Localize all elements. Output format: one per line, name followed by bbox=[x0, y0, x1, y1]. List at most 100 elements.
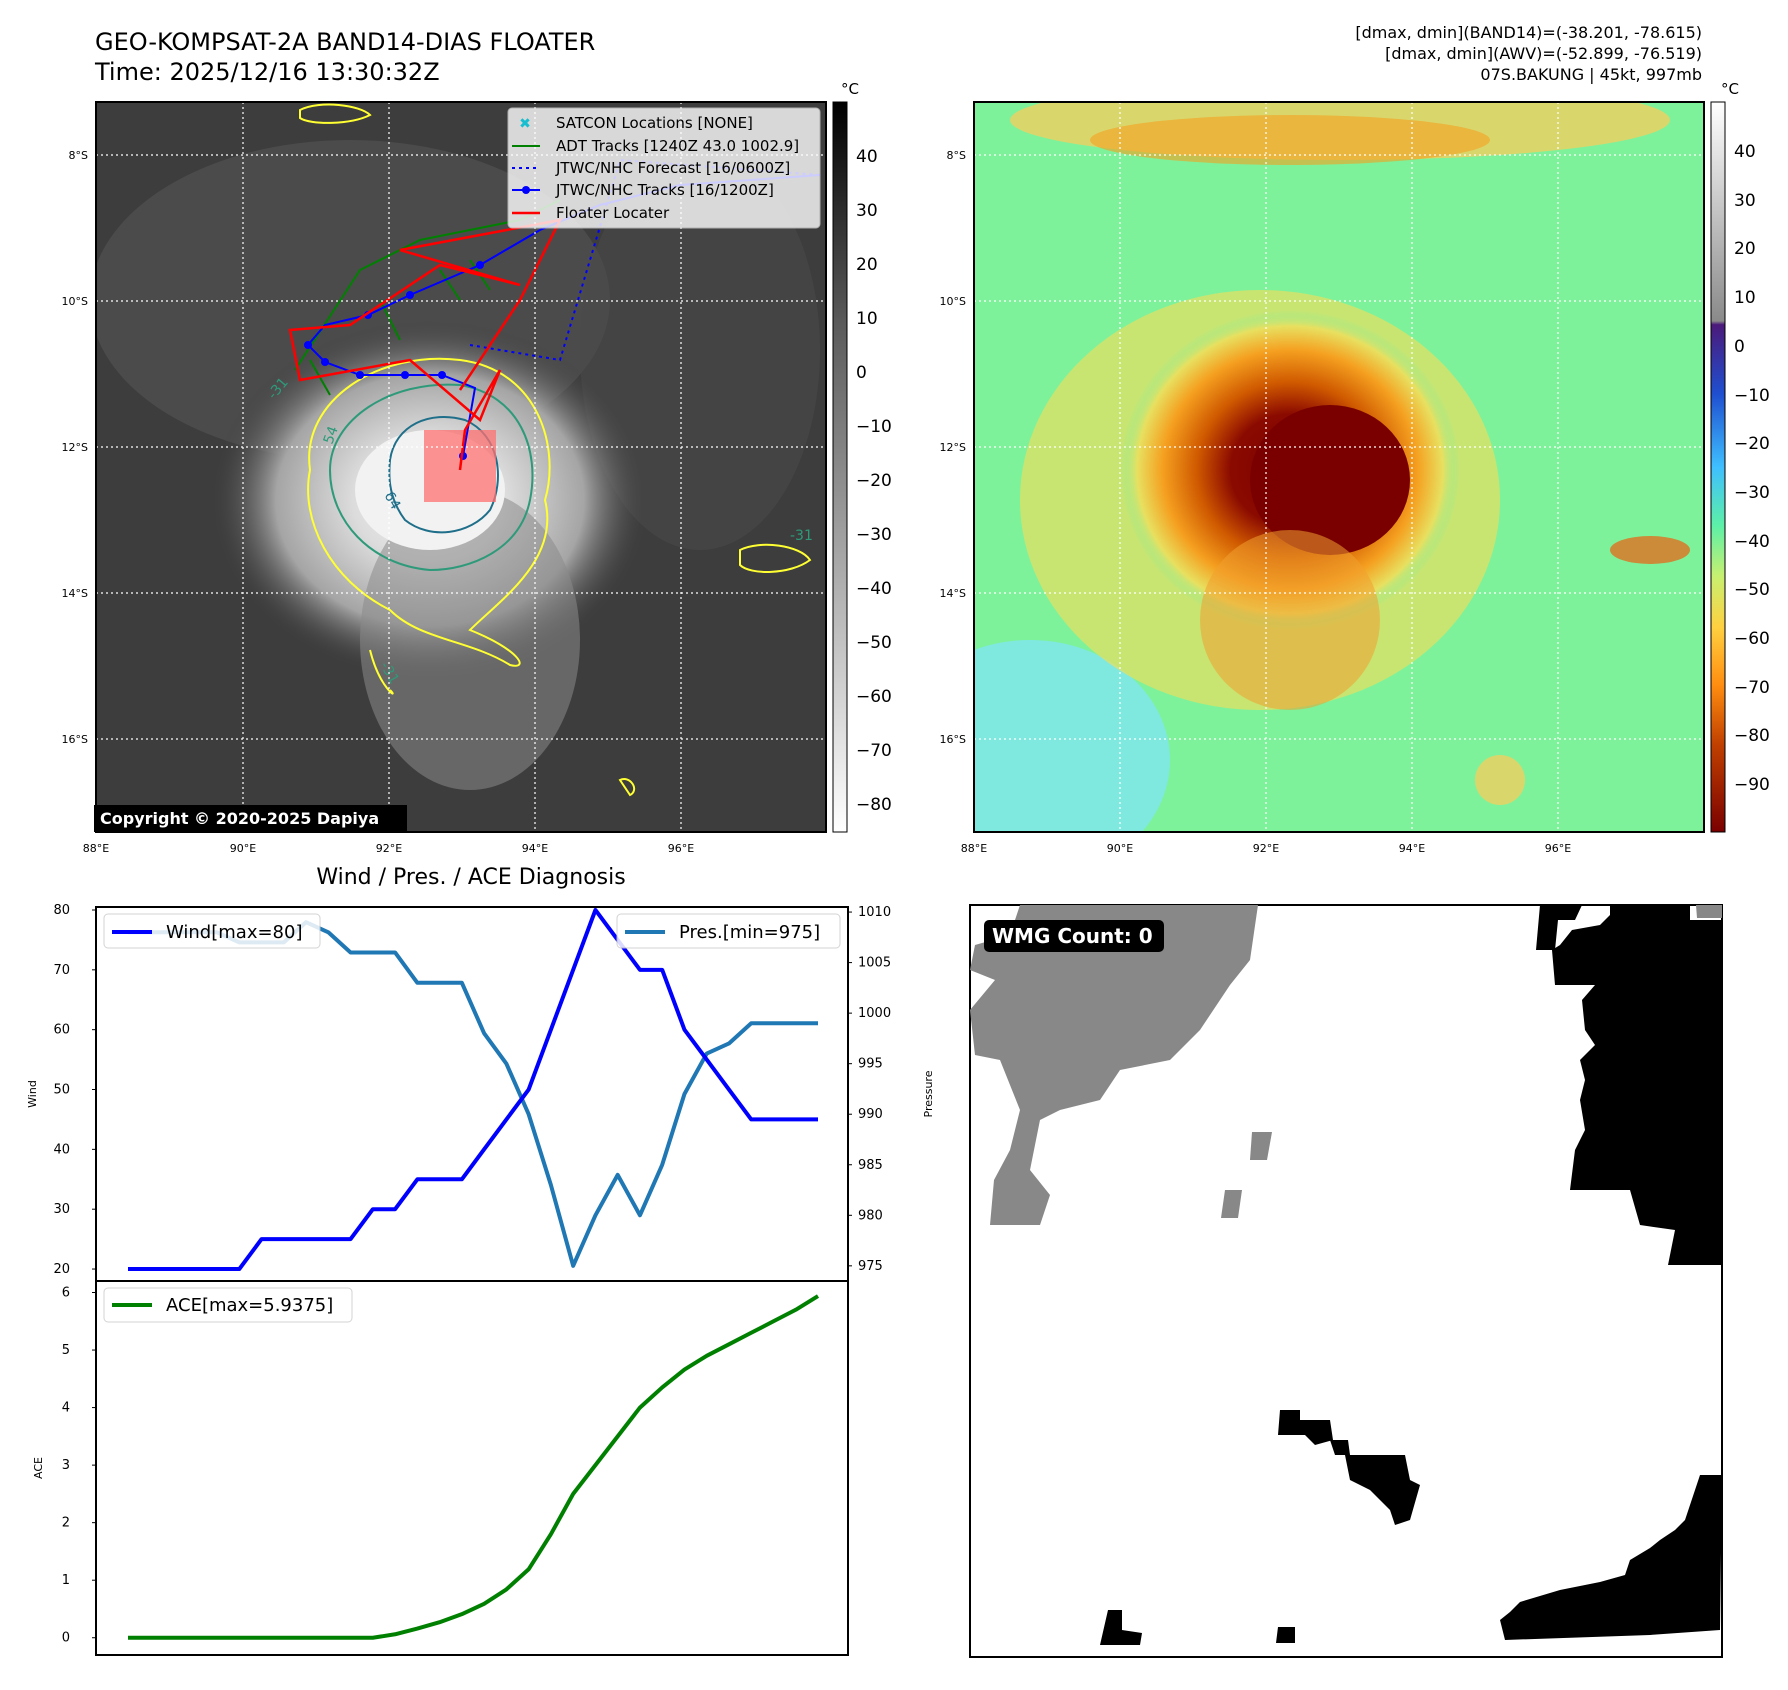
ir-cbar-tick: 0 bbox=[856, 363, 867, 383]
wind-tick-label: 80 bbox=[53, 903, 70, 918]
legend-adt: ADT Tracks [1240Z 43.0 1002.9] bbox=[556, 137, 799, 155]
pressure-tick-label: 990 bbox=[858, 1107, 883, 1122]
ace-legend-label: ACE[max=5.9375] bbox=[166, 1295, 333, 1316]
pressure-ylabel: Pressure bbox=[922, 1070, 935, 1117]
ir-cbar-tick: 40 bbox=[856, 147, 878, 167]
ace-tick-label: 4 bbox=[62, 1401, 70, 1416]
ir-cbar-tick: −70 bbox=[856, 741, 892, 761]
awv-lon-label: 96°E bbox=[1545, 842, 1571, 855]
ir-lat-label: 8°S bbox=[69, 149, 88, 162]
awv-cbar-tick: −40 bbox=[1734, 532, 1770, 552]
awv-cbar-tick: 40 bbox=[1734, 142, 1756, 162]
wmg-count-box bbox=[984, 920, 1164, 952]
figure-time: Time: 2025/12/16 13:30:32Z bbox=[94, 58, 440, 86]
ir-lon-label: 92°E bbox=[376, 842, 402, 855]
legend-jtwc-tracks: JTWC/NHC Tracks [16/1200Z] bbox=[555, 181, 774, 199]
awv-cbar-tick: −30 bbox=[1734, 483, 1770, 503]
ir-cbar-tick: 10 bbox=[856, 309, 878, 329]
awv-cbar-tick: −20 bbox=[1734, 434, 1770, 454]
ir-lon-label: 90°E bbox=[230, 842, 256, 855]
awv-cbar-tick: −60 bbox=[1734, 629, 1770, 649]
ace-ylabel: ACE bbox=[32, 1457, 45, 1479]
pressure-legend-label: Pres.[min=975] bbox=[679, 922, 820, 943]
awv-lat-label: 8°S bbox=[947, 149, 966, 162]
ace-tick-label: 1 bbox=[62, 1573, 70, 1588]
ace-line bbox=[128, 1294, 820, 1640]
awv-lat-label: 14°S bbox=[940, 587, 966, 600]
awv-cbar-tick: 30 bbox=[1734, 191, 1756, 211]
contour-label: -31 bbox=[790, 528, 813, 544]
ir-lon-label: 94°E bbox=[522, 842, 548, 855]
ir-legend: ✖ SATCON Locations [NONE] ADT Tracks [12… bbox=[507, 107, 821, 229]
ir-lat-label: 16°S bbox=[62, 733, 88, 746]
ir-contour-outer bbox=[307, 357, 551, 667]
ir-colorbar bbox=[832, 101, 848, 833]
pressure-tick-label: 985 bbox=[858, 1158, 883, 1173]
wind-tick-label: 40 bbox=[53, 1142, 70, 1157]
wind-pressure-chart: 20 30 40 50 60 70 80 975 980 985 990 995 1000 1005 10… bbox=[26, 903, 935, 1282]
ace-tick-label: 2 bbox=[62, 1516, 70, 1531]
awv-cbar-tick: −70 bbox=[1734, 678, 1770, 698]
wind-tick-label: 50 bbox=[53, 1083, 70, 1098]
figure-title: GEO-KOMPSAT-2A BAND14-DIAS FLOATER bbox=[95, 28, 595, 56]
ir-cbar-tick: −80 bbox=[856, 795, 892, 815]
awv-cbar-tick: −80 bbox=[1734, 726, 1770, 746]
pressure-tick-label: 1000 bbox=[858, 1006, 891, 1021]
wind-tick-label: 70 bbox=[53, 963, 70, 978]
legend-floater: Floater Locater bbox=[556, 204, 670, 222]
pressure-tick-label: 980 bbox=[858, 1208, 883, 1223]
ir-cbar-tick: 30 bbox=[856, 201, 878, 221]
wind-tick-label: 20 bbox=[53, 1262, 70, 1277]
awv-lat-label: 10°S bbox=[940, 295, 966, 308]
legend-jtwc-forecast: JTWC/NHC Forecast [16/0600Z] bbox=[555, 159, 790, 177]
ir-cbar-tick: −10 bbox=[856, 417, 892, 437]
pressure-legend: Pres.[min=975] bbox=[616, 913, 841, 949]
awv-lon-label: 94°E bbox=[1399, 842, 1425, 855]
ir-contour-mid bbox=[328, 383, 534, 572]
awv-cbar-tick: −10 bbox=[1734, 386, 1770, 406]
ir-cbar-tick: −60 bbox=[856, 687, 892, 707]
pressure-tick-label: 995 bbox=[858, 1057, 883, 1072]
wind-line bbox=[128, 907, 818, 1272]
diagnosis-title: Wind / Pres. / ACE Diagnosis bbox=[316, 865, 625, 890]
wind-ylabel: Wind bbox=[26, 1080, 39, 1108]
awv-cbar-tick: 0 bbox=[1734, 337, 1745, 357]
ir-lat-label: 14°S bbox=[62, 587, 88, 600]
awv-cbar-tick: 20 bbox=[1734, 239, 1756, 259]
awv-lat-label: 12°S bbox=[940, 441, 966, 454]
ir-cbar-tick: −50 bbox=[856, 633, 892, 653]
ir-lat-label: 10°S bbox=[62, 295, 88, 308]
ace-tick-label: 6 bbox=[62, 1286, 70, 1301]
awv-gridlines bbox=[974, 102, 1704, 832]
wind-tick-label: 60 bbox=[53, 1023, 70, 1038]
ir-cbar-tick: −40 bbox=[856, 579, 892, 599]
awv-colorbar bbox=[1710, 101, 1726, 833]
pressure-tick-label: 1005 bbox=[858, 956, 891, 971]
ir-map: -31 54 64 -31 -31 bbox=[62, 80, 892, 855]
ir-lon-label: 88°E bbox=[83, 842, 109, 855]
legend-satcon: SATCON Locations [NONE] bbox=[556, 114, 753, 132]
wind-legend-label: Wind[max=80] bbox=[166, 922, 303, 943]
wmg-count: WMG Count: 0 bbox=[992, 924, 1153, 948]
contour-label: 64 bbox=[381, 489, 404, 513]
awv-lat-label: 16°S bbox=[940, 733, 966, 746]
awv-map: 8°S 10°S 12°S 14°S 16°S 88°E 90°E 92°E 9… bbox=[940, 80, 1770, 855]
wmg-black-region bbox=[1100, 905, 1722, 1645]
awv-cbar-tick: 10 bbox=[1734, 288, 1756, 308]
ir-contour-inner bbox=[388, 415, 499, 534]
info-band14: [dmax, dmin](BAND14)=(-38.201, -78.615) bbox=[1355, 23, 1702, 42]
wmg-panel: WMG Count: 0 bbox=[969, 904, 1723, 1658]
contour-label: 54 bbox=[321, 424, 342, 446]
awv-lon-label: 92°E bbox=[1253, 842, 1279, 855]
copyright: Copyright © 2020-2025 Dapiya bbox=[100, 809, 379, 828]
satcon-marker-icon: ✖ bbox=[519, 116, 531, 132]
wind-legend: Wind[max=80] bbox=[103, 913, 321, 949]
pressure-tick-label: 975 bbox=[858, 1259, 883, 1274]
pressure-tick-label: 1010 bbox=[858, 905, 891, 920]
ir-lat-label: 12°S bbox=[62, 441, 88, 454]
awv-cbar-tick: −90 bbox=[1734, 775, 1770, 795]
ir-lon-label: 96°E bbox=[668, 842, 694, 855]
ace-tick-label: 0 bbox=[62, 1631, 70, 1646]
info-storm: 07S.BAKUNG | 45kt, 997mb bbox=[1480, 65, 1702, 84]
